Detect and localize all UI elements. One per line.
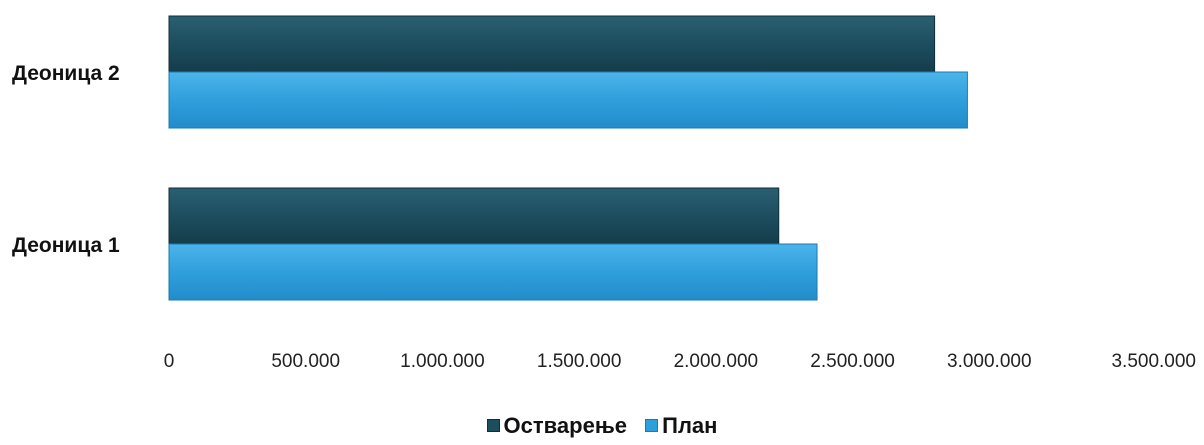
x-tick-label: 0 bbox=[164, 351, 175, 372]
legend-swatch-plan bbox=[645, 419, 659, 432]
bar-ostvarenje-deonica-1 bbox=[168, 187, 780, 245]
legend-label-ostvarenje: Остварење bbox=[503, 412, 627, 438]
legend-label-plan: План bbox=[662, 412, 718, 438]
x-tick-label: 2.500.000 bbox=[810, 351, 895, 372]
bars-group bbox=[168, 15, 968, 301]
legend-swatch-ostvarenje bbox=[486, 419, 500, 432]
category-label-deonica-2: Деоница 2 bbox=[12, 62, 120, 85]
x-tick-label: 3.000.000 bbox=[947, 351, 1032, 372]
legend: Остварење План bbox=[0, 412, 1204, 439]
x-tick-labels: 0 500.000 1.000.000 1.500.000 2.000.000 2.500… bbox=[164, 351, 1196, 372]
x-tick-label: 1.500.000 bbox=[537, 351, 622, 372]
legend-item-plan: План bbox=[645, 413, 717, 439]
bar-ostvarenje-deonica-2 bbox=[168, 15, 936, 73]
category-label-deonica-1: Деоница 1 bbox=[12, 234, 120, 257]
x-tick-label: 1.000.000 bbox=[400, 351, 485, 372]
x-tick-label: 3.500.000 bbox=[1111, 351, 1196, 372]
category-labels: Деоница 1 Деоница 2 bbox=[12, 62, 120, 257]
legend-item-ostvarenje: Остварење bbox=[486, 412, 627, 439]
bar-plan-deonica-1 bbox=[168, 243, 818, 301]
bar-chart: Деоница 1 Деоница 2 0 500.000 1.000.000 1.50… bbox=[12, 15, 1196, 372]
x-tick-label: 2.000.000 bbox=[674, 351, 759, 372]
bar-plan-deonica-2 bbox=[168, 71, 968, 129]
x-tick-label: 500.000 bbox=[271, 351, 340, 372]
